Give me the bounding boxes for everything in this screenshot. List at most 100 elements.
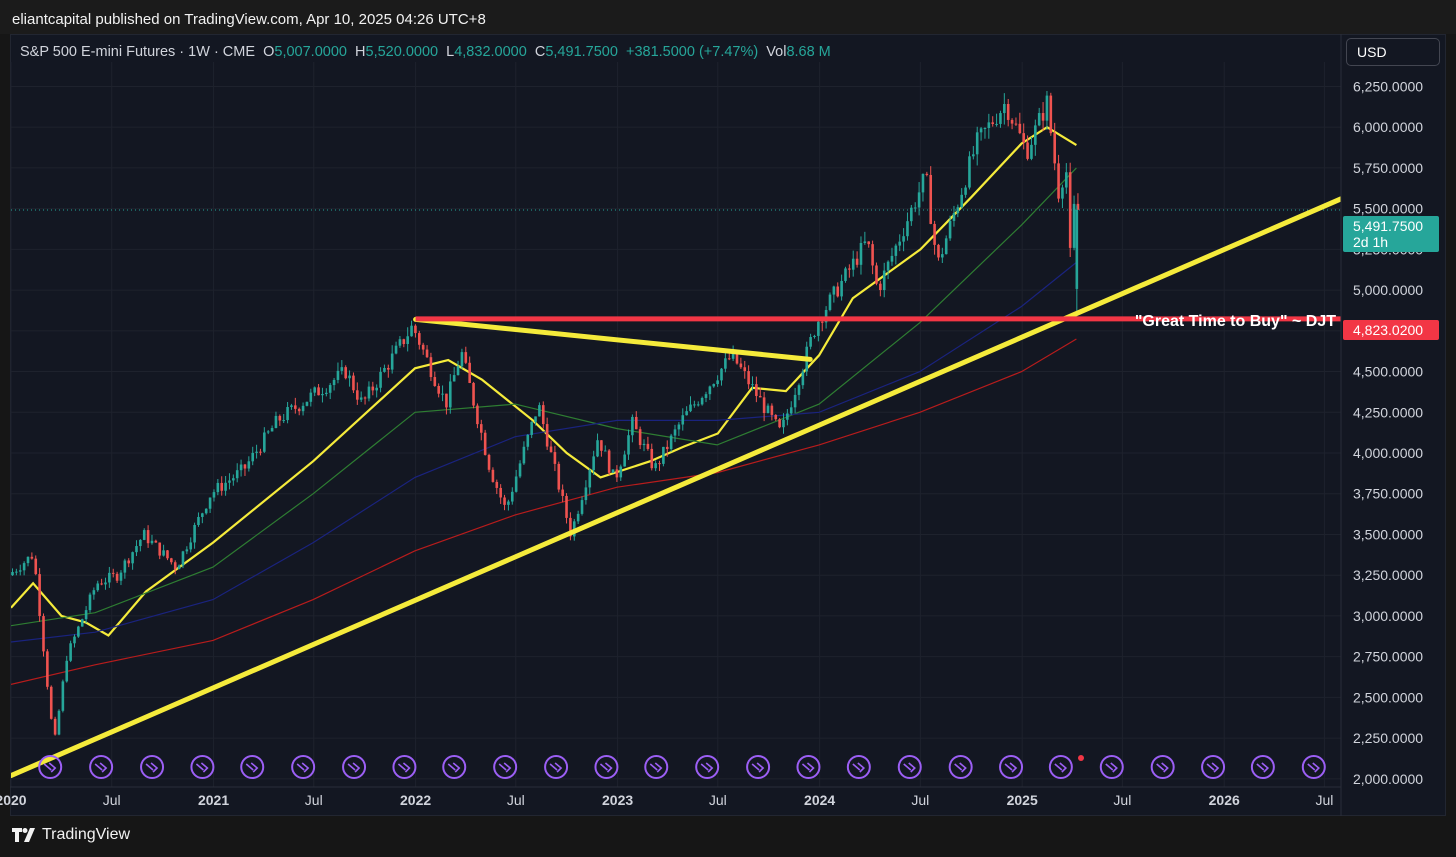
candle-body: [844, 268, 847, 281]
time-tick-label: Jul: [1113, 792, 1131, 808]
candle-body: [139, 539, 142, 547]
candle-body: [906, 221, 909, 237]
time-axis[interactable]: 2020 Jul 2021 Jul 2022 Jul 2023 Jul 2024 Jul 2025 J…: [0, 786, 1341, 808]
candle-body: [522, 446, 526, 464]
candle-body: [479, 424, 483, 433]
candle-body: [596, 440, 599, 457]
event-marker: [1250, 755, 1275, 779]
price-tick-label: 4,500.0000: [1353, 364, 1423, 380]
candle-body: [185, 549, 189, 552]
candle-body: [402, 339, 406, 344]
candle-body: [1003, 104, 1006, 114]
candle-body: [565, 495, 568, 518]
candle-body: [100, 583, 103, 585]
tradingview-brand[interactable]: TradingView: [12, 826, 130, 844]
candle-body: [739, 363, 743, 368]
candle-body: [948, 220, 952, 239]
top-bar: [0, 0, 1456, 34]
candle-body: [875, 265, 878, 284]
event-marker: [89, 755, 114, 779]
candle-body: [673, 429, 677, 436]
candle-body: [851, 258, 855, 270]
price-tick-label: 6,000.0000: [1353, 119, 1423, 135]
candle-body: [278, 415, 282, 421]
candle-body: [131, 552, 134, 564]
candle-body: [251, 452, 255, 462]
event-marker: [846, 755, 871, 779]
candle-body: [26, 556, 30, 564]
candle-body: [642, 443, 646, 446]
candle-body: [266, 431, 270, 433]
candle-body: [545, 424, 549, 447]
candle-body: [274, 415, 278, 429]
candle-body: [778, 419, 781, 428]
candle-body: [863, 241, 867, 243]
event-marker-icon: [347, 762, 361, 773]
currency-button[interactable]: USD: [1346, 38, 1440, 66]
price-tick-label: 2,000.0000: [1353, 771, 1423, 787]
low-value: 4,832.0000: [454, 44, 527, 60]
candle-body: [929, 174, 933, 224]
candle-body: [541, 405, 545, 425]
candle-body: [859, 242, 863, 265]
event-marker: [442, 755, 467, 779]
candle-body: [297, 408, 301, 412]
low-label: L: [446, 44, 455, 60]
candle-body: [42, 616, 45, 652]
candle-body: [212, 492, 216, 498]
close-label: C: [534, 44, 546, 60]
candle-body: [483, 432, 487, 455]
candle-body: [460, 352, 464, 367]
candle-body: [247, 461, 251, 469]
symbol-legend: S&P 500 E-mini Futures · 1W · CME O5,007…: [20, 44, 831, 60]
candle-body: [832, 286, 836, 295]
candle-body: [716, 380, 719, 385]
candle-body: [600, 440, 603, 451]
candle-body: [623, 454, 626, 467]
candle-body: [669, 435, 673, 450]
time-tick-label: 2020: [0, 792, 27, 808]
candle-body: [127, 560, 131, 564]
candle-body: [452, 375, 456, 382]
candle-body: [301, 405, 305, 412]
candle-body: [371, 386, 375, 391]
candle-body: [514, 476, 518, 492]
candle-body: [406, 336, 409, 344]
candle-body: [576, 513, 580, 522]
event-marker-icon: [549, 762, 563, 773]
moving-average-line: [11, 261, 1077, 643]
open-value: 5,007.0000: [274, 44, 347, 60]
trendlines: [11, 196, 1341, 779]
candle-body: [115, 573, 119, 581]
candle-body: [553, 452, 557, 464]
candle-body: [817, 321, 820, 336]
current-price-value: 5,491.7500: [1353, 218, 1423, 234]
event-marker: [1150, 755, 1175, 779]
candle-body: [743, 367, 747, 372]
event-marker-icon: [954, 762, 967, 773]
candle-body: [793, 394, 797, 408]
event-marker: [38, 755, 63, 779]
time-tick-label: Jul: [103, 792, 121, 808]
candle-body: [770, 405, 774, 415]
candle-body: [708, 386, 712, 395]
candle-body: [925, 173, 929, 175]
candle-body: [735, 350, 739, 364]
candle-body: [1022, 133, 1025, 143]
candle-body: [999, 113, 1002, 124]
candle-body: [11, 572, 14, 576]
candle-body: [317, 387, 320, 396]
chart-grid: [10, 62, 1341, 787]
price-tick-label: 2,750.0000: [1353, 649, 1423, 665]
candle-body: [80, 619, 84, 627]
candle-body: [1075, 209, 1079, 289]
candle-body: [348, 375, 351, 379]
event-marker-icon: [1004, 762, 1018, 773]
price-axis[interactable]: 6,250.0000 6,000.0000 5,750.0000 5,500.0000…: [1340, 34, 1423, 816]
candle-body: [797, 385, 801, 395]
candle-body: [1041, 113, 1045, 121]
price-tick-label: 4,000.0000: [1353, 445, 1423, 461]
candle-body: [766, 405, 770, 414]
candle-body: [526, 434, 530, 447]
